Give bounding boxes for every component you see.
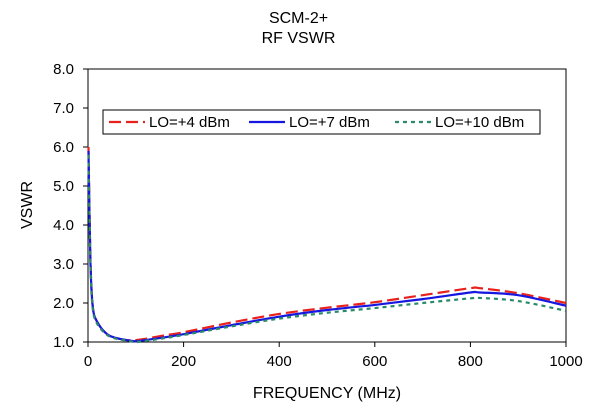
- y-tick-label: 4.0: [53, 217, 74, 234]
- x-tick-label: 1000: [549, 353, 582, 370]
- x-tick-label: 200: [171, 353, 196, 370]
- chart-title: SCM-2+: [268, 10, 329, 27]
- y-axis-label: VSWR: [19, 181, 36, 229]
- y-tick-label: 2.0: [53, 295, 74, 312]
- legend-box: [102, 109, 541, 135]
- series-line-3: [87, 154, 567, 344]
- x-tick-label: 400: [267, 353, 292, 370]
- legend: LO=+4 dBm LO=+7 dBm LO=+10 dBm: [102, 109, 541, 135]
- y-tick-label: 6.0: [53, 139, 74, 156]
- x-tick-label: 800: [458, 353, 483, 370]
- x-tick-label: 600: [362, 353, 387, 370]
- y-axis: 1.0 2.0 3.0 4.0 5.0 6.0 7.0 8.0: [53, 61, 88, 351]
- x-tick-label: 0: [84, 353, 92, 370]
- legend-label-3: LO=+10 dBm: [435, 114, 524, 131]
- x-axis-label: FREQUENCY (MHz): [253, 385, 401, 402]
- y-tick-label: 5.0: [53, 178, 74, 195]
- legend-label-2: LO=+7 dBm: [289, 114, 370, 131]
- legend-label-1: LO=+4 dBm: [149, 114, 230, 131]
- chart-subtitle: RF VSWR: [261, 30, 336, 47]
- y-tick-label: 8.0: [53, 61, 74, 78]
- y-tick-label: 7.0: [53, 100, 74, 117]
- y-tick-label: 3.0: [53, 256, 74, 273]
- series-lines: [87, 146, 567, 344]
- x-axis: 0 200 400 600 800 1000: [84, 342, 583, 370]
- y-tick-label: 1.0: [53, 334, 74, 351]
